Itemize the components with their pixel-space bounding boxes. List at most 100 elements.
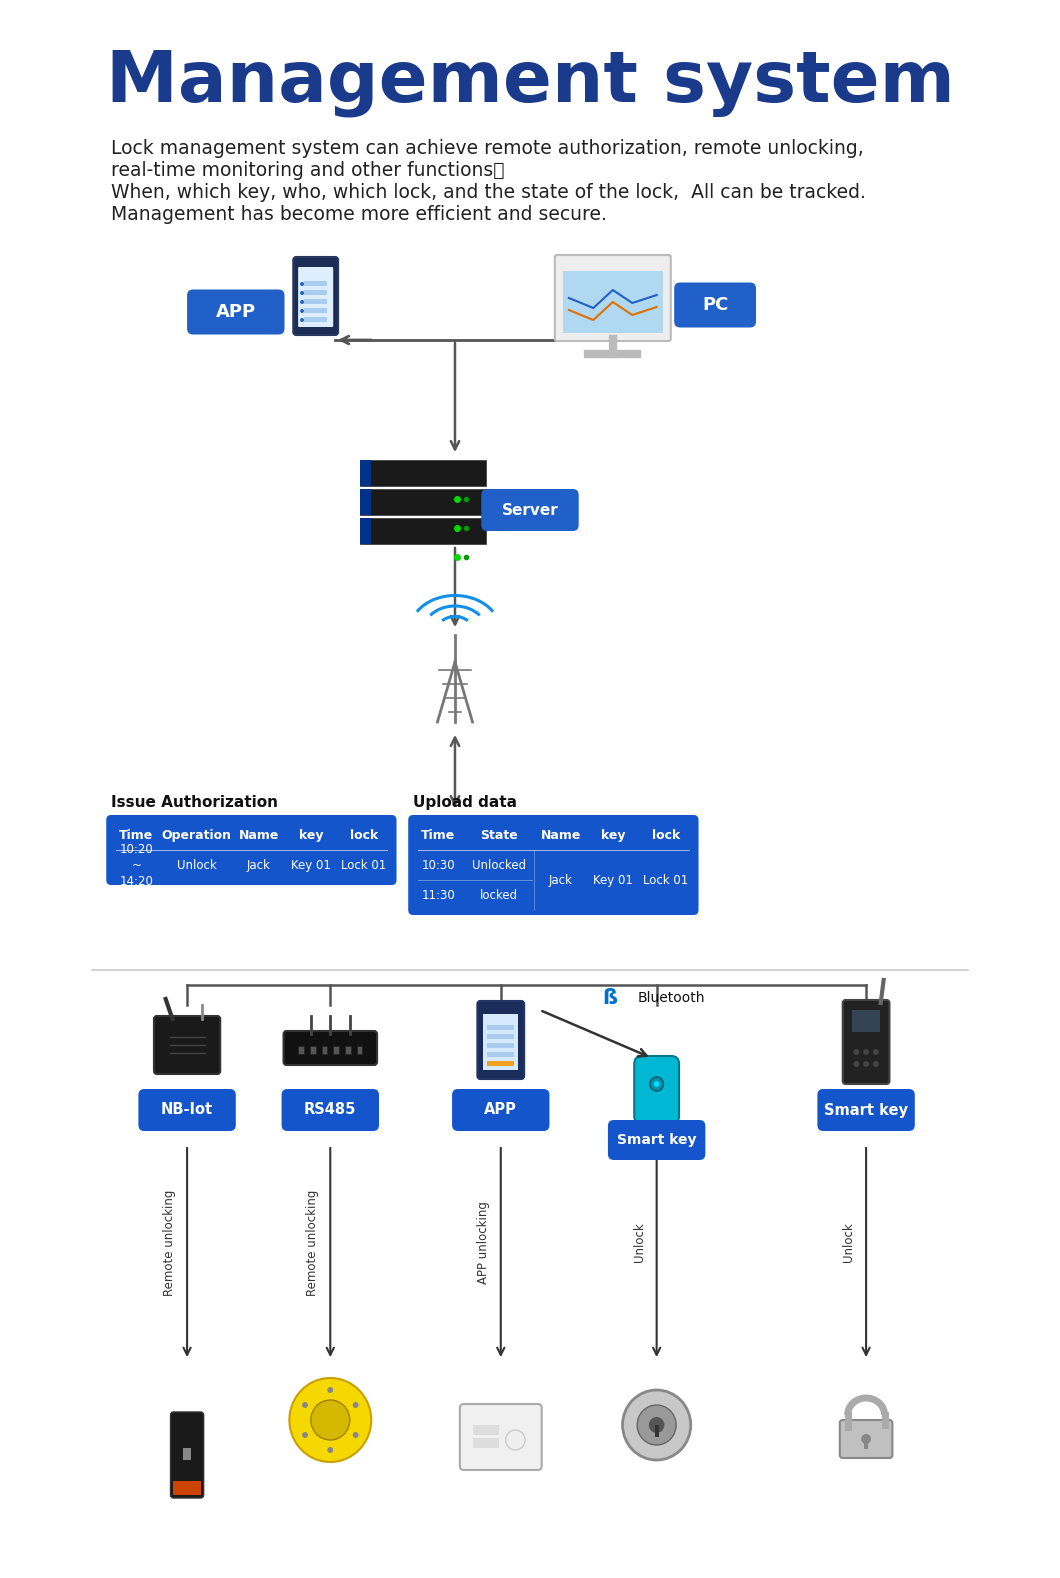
Text: Key 01: Key 01	[290, 858, 331, 871]
Bar	[304, 308, 328, 312]
FancyBboxPatch shape	[843, 1000, 889, 1084]
Bar	[359, 461, 487, 486]
Text: lock: lock	[652, 828, 681, 841]
Text: APP: APP	[216, 303, 255, 320]
Bar	[655, 1425, 658, 1438]
Text: Management system: Management system	[106, 47, 954, 117]
FancyBboxPatch shape	[171, 1412, 204, 1498]
Circle shape	[853, 1060, 860, 1067]
Bar	[359, 518, 371, 544]
FancyBboxPatch shape	[283, 1030, 377, 1065]
Bar	[344, 1046, 351, 1054]
FancyBboxPatch shape	[817, 1089, 915, 1131]
Circle shape	[650, 1078, 664, 1090]
Text: Smart key: Smart key	[824, 1103, 908, 1117]
Text: key: key	[299, 828, 323, 841]
Bar	[304, 317, 328, 322]
Text: Jack: Jack	[549, 874, 572, 887]
FancyBboxPatch shape	[634, 1056, 679, 1124]
FancyBboxPatch shape	[294, 257, 338, 335]
Text: NB-Iot: NB-Iot	[161, 1103, 213, 1117]
Text: Name: Name	[541, 828, 581, 841]
Circle shape	[861, 1434, 871, 1444]
Text: Time: Time	[120, 828, 154, 841]
FancyBboxPatch shape	[840, 1420, 893, 1458]
Bar	[488, 1053, 514, 1057]
Circle shape	[289, 1378, 371, 1461]
Text: Name: Name	[238, 828, 279, 841]
Bar	[488, 1043, 514, 1048]
FancyBboxPatch shape	[608, 1120, 705, 1160]
Text: Operation: Operation	[162, 828, 232, 841]
Text: State: State	[480, 828, 517, 841]
Text: ß: ß	[602, 988, 617, 1008]
Circle shape	[311, 1400, 350, 1441]
Bar	[488, 1026, 514, 1030]
FancyBboxPatch shape	[481, 489, 579, 532]
Bar	[304, 281, 328, 286]
Text: PC: PC	[702, 297, 728, 314]
Bar	[298, 1046, 304, 1054]
Circle shape	[863, 1060, 869, 1067]
Text: Unlock: Unlock	[633, 1223, 646, 1262]
Circle shape	[353, 1431, 358, 1438]
Bar	[359, 489, 487, 514]
Circle shape	[300, 300, 304, 305]
Bar	[864, 1439, 868, 1449]
FancyBboxPatch shape	[154, 1016, 220, 1075]
Circle shape	[300, 290, 304, 295]
Bar	[183, 1449, 191, 1460]
Bar	[852, 1010, 880, 1032]
Text: Remote unlocking: Remote unlocking	[306, 1190, 319, 1296]
Bar	[304, 290, 328, 295]
FancyBboxPatch shape	[139, 1089, 235, 1131]
Text: Issue Authorization: Issue Authorization	[111, 794, 278, 810]
Bar	[304, 298, 328, 305]
Circle shape	[863, 1049, 869, 1056]
Text: Time: Time	[421, 828, 456, 841]
Circle shape	[637, 1404, 676, 1445]
Bar	[359, 461, 371, 486]
Text: Lock 01: Lock 01	[643, 874, 689, 887]
Bar	[563, 271, 662, 333]
Text: Smart key: Smart key	[617, 1133, 696, 1147]
FancyBboxPatch shape	[282, 1089, 379, 1131]
Circle shape	[872, 1060, 879, 1067]
Text: Key 01: Key 01	[593, 874, 633, 887]
Text: locked: locked	[480, 888, 518, 901]
Text: Lock management system can achieve remote authorization, remote unlocking,: Lock management system can achieve remot…	[111, 139, 864, 158]
FancyBboxPatch shape	[477, 1000, 524, 1079]
Bar	[174, 1482, 200, 1494]
Text: 10:30: 10:30	[422, 858, 455, 871]
Bar	[474, 1425, 499, 1434]
Text: Jack: Jack	[247, 858, 270, 871]
FancyBboxPatch shape	[460, 1404, 542, 1471]
Bar	[321, 1046, 328, 1054]
Circle shape	[302, 1431, 307, 1438]
Circle shape	[506, 1430, 525, 1450]
Text: APP unlocking: APP unlocking	[477, 1201, 490, 1284]
Circle shape	[654, 1081, 659, 1087]
Text: key: key	[601, 828, 625, 841]
Bar	[474, 1438, 499, 1449]
FancyBboxPatch shape	[188, 289, 284, 335]
Bar	[488, 1060, 514, 1067]
Text: Unlock: Unlock	[842, 1223, 855, 1262]
Text: Upload data: Upload data	[413, 794, 517, 810]
Circle shape	[328, 1447, 333, 1453]
Text: Lock 01: Lock 01	[341, 858, 387, 871]
Circle shape	[872, 1049, 879, 1056]
Text: lock: lock	[350, 828, 378, 841]
Text: Bluetooth: Bluetooth	[637, 991, 705, 1005]
FancyBboxPatch shape	[298, 267, 333, 327]
Circle shape	[300, 319, 304, 322]
Text: RS485: RS485	[304, 1103, 356, 1117]
FancyBboxPatch shape	[452, 1089, 549, 1131]
Circle shape	[300, 282, 304, 286]
FancyBboxPatch shape	[106, 814, 396, 885]
Circle shape	[300, 309, 304, 312]
Circle shape	[302, 1401, 307, 1408]
Text: 11:30: 11:30	[422, 888, 456, 901]
Bar	[356, 1046, 363, 1054]
Bar	[488, 1034, 514, 1038]
